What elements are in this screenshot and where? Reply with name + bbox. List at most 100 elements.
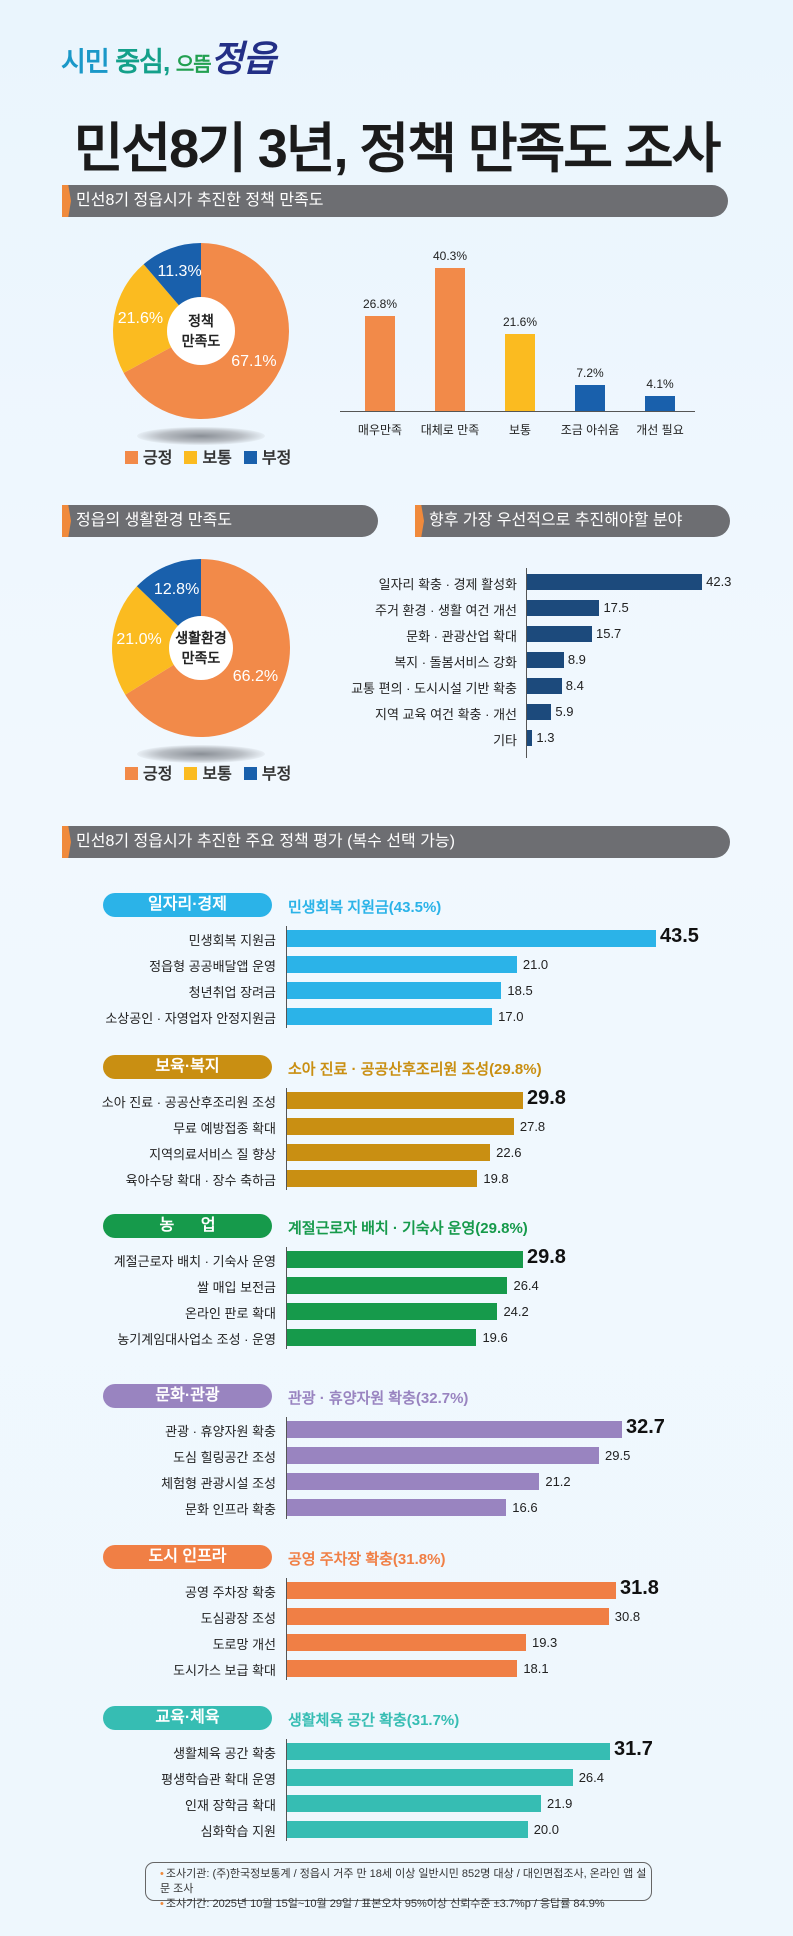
policy-value: 21.2 xyxy=(545,1474,571,1489)
category-top-item: 민생회복 지원금(43.5%) xyxy=(288,899,442,916)
policy-value: 29.5 xyxy=(605,1448,631,1463)
policy-label: 심화학습 지원 xyxy=(200,1824,276,1839)
priority-label: 기타 xyxy=(493,733,517,748)
policy-value: 30.8 xyxy=(614,1609,641,1624)
section-title: 민선8기 정읍시가 추진한 정책 만족도 xyxy=(76,192,324,209)
legend-label: 보통 xyxy=(202,450,232,467)
category-pill: 도시 인프라 xyxy=(103,1545,272,1569)
legend-item: 보통 xyxy=(184,760,232,784)
policy-bar xyxy=(287,1008,493,1025)
priority-bar xyxy=(527,626,592,642)
legend-swatch-icon xyxy=(184,451,198,464)
category-pill: 교육·체육 xyxy=(103,1706,272,1730)
legend-item: 보통 xyxy=(184,444,232,468)
category-axis xyxy=(286,1088,287,1190)
policy-bar xyxy=(287,1092,523,1109)
policy-value: 22.6 xyxy=(496,1145,522,1160)
policy-bar xyxy=(287,1821,528,1838)
policy-value: 21.9 xyxy=(547,1796,573,1811)
section-header-priorities: 향후 가장 우선적으로 추진해야할 분야 xyxy=(415,505,730,537)
policy-value-top: 29.8 xyxy=(527,1246,566,1268)
policy-label: 민생회복 지원금 xyxy=(188,933,276,948)
donut-slice-label: 67.1% xyxy=(231,352,277,370)
policy-label: 문화 인프라 확충 xyxy=(185,1502,276,1517)
category-top-item: 소아 진료 · 공공산후조리원 조성(29.8%) xyxy=(288,1061,542,1078)
section-tab-marker xyxy=(62,185,71,217)
donut-center-label-line1: 생활환경 xyxy=(175,630,227,646)
survey-footnote: • 조사기관: (주)한국정보통계 / 정읍시 거주 만 18세 이상 일반시민 … xyxy=(145,1862,652,1910)
satisfaction-bar xyxy=(505,334,535,411)
policy-bar xyxy=(287,982,502,999)
policy-bar xyxy=(287,1634,526,1651)
donut-center-hole xyxy=(169,616,233,680)
policy-label: 평생학습관 확대 운영 xyxy=(161,1772,276,1787)
satisfaction-bar-category: 매우만족 xyxy=(357,423,403,437)
satisfaction-bar xyxy=(645,396,675,411)
priority-label: 교통 편의 · 도시시설 기반 확충 xyxy=(351,681,517,696)
legend-label: 긍정 xyxy=(143,450,173,467)
footnote-text: 조사기간: 2025년 10월 15일~10월 29일 / 표본오차 95%이상… xyxy=(165,1898,605,1910)
satisfaction-bar xyxy=(575,385,605,411)
section-tab-marker xyxy=(415,505,424,537)
policy-label: 공영 주차장 확충 xyxy=(185,1585,276,1600)
policy-bar xyxy=(287,956,517,973)
section-tab-marker xyxy=(62,826,71,858)
satisfaction-bar xyxy=(365,315,395,411)
category-axis xyxy=(286,1247,287,1349)
policy-value: 26.4 xyxy=(513,1278,539,1293)
donut-center-label-line2: 만족도 xyxy=(181,650,221,666)
donut-center-label-line1: 정책 xyxy=(188,313,214,329)
policy-bar xyxy=(287,930,656,947)
section-title: 정읍의 생활환경 만족도 xyxy=(76,512,233,529)
policy-value: 26.4 xyxy=(578,1770,605,1785)
satisfaction-bar-value: 40.3% xyxy=(432,248,468,263)
category-top-item: 계절근로자 배치 · 기숙사 운영(29.8%) xyxy=(288,1220,528,1237)
priority-value: 15.7 xyxy=(595,626,622,641)
policy-value: 18.5 xyxy=(507,983,533,998)
policy-bar xyxy=(287,1499,507,1516)
satisfaction-bar-value: 7.2% xyxy=(576,366,604,381)
donut-slice-label: 21.0% xyxy=(116,631,162,649)
category-axis xyxy=(286,926,287,1028)
legend-item: 긍정 xyxy=(125,760,172,784)
priority-value: 8.4 xyxy=(565,678,584,693)
legend-swatch-icon xyxy=(125,451,138,464)
priority-value: 42.3 xyxy=(706,574,732,589)
satisfaction-bar-value: 21.6% xyxy=(502,315,538,330)
priority-bar xyxy=(527,704,552,720)
category-pill: 문화·관광 xyxy=(103,1384,272,1408)
satisfaction-bar-category: 대체로 만족 xyxy=(420,423,480,437)
policy-label: 소아 진료 · 공공산후조리원 조성 xyxy=(101,1095,276,1110)
satisfaction-bar-category: 개선 필요 xyxy=(636,423,684,437)
policy-bar xyxy=(287,1743,610,1760)
section-tab-marker xyxy=(62,505,71,537)
policy-label: 쌀 매입 보전금 xyxy=(197,1280,276,1295)
priority-bar xyxy=(527,730,533,746)
page-title: 민선8기 3년, 정책 만족도 조사 xyxy=(73,119,722,179)
category-pill: 농 업 xyxy=(103,1214,272,1238)
section-header-policy-satisfaction: 민선8기 정읍시가 추진한 정책 만족도 xyxy=(62,185,728,217)
priority-value: 5.9 xyxy=(555,704,574,719)
policy-bar xyxy=(287,1795,542,1812)
legend-swatch-icon xyxy=(243,451,257,464)
priorities-axis xyxy=(526,568,527,758)
priority-value: 1.3 xyxy=(536,730,555,745)
donut-shadow xyxy=(137,427,265,445)
satisfaction-bar xyxy=(435,267,465,411)
policy-value: 24.2 xyxy=(503,1304,529,1319)
footnote-line: • 조사기간: 2025년 10월 15일~10월 29일 / 표본오차 95%이… xyxy=(160,1897,651,1912)
city-slogan-logo: 시민 중심, 으뜸정읍 xyxy=(61,30,276,82)
policy-value: 19.3 xyxy=(531,1635,558,1650)
legend-label: 보통 xyxy=(202,766,232,783)
priority-label: 주거 환경 · 생활 여건 개선 xyxy=(375,603,517,618)
legend-item: 부정 xyxy=(243,760,291,784)
category-pill: 보육·복지 xyxy=(103,1055,272,1079)
bullet-icon: • xyxy=(160,1868,164,1880)
category-top-item: 관광 · 휴양자원 확충(32.7%) xyxy=(288,1390,469,1407)
logo-text: 중심, xyxy=(115,47,170,77)
legend-item: 부정 xyxy=(243,444,291,468)
policy-label: 도로망 개선 xyxy=(212,1637,276,1652)
priority-bar xyxy=(527,652,564,668)
policy-label: 정읍형 공공배달앱 운영 xyxy=(149,959,276,974)
policy-label: 도시가스 보급 확대 xyxy=(173,1663,276,1678)
